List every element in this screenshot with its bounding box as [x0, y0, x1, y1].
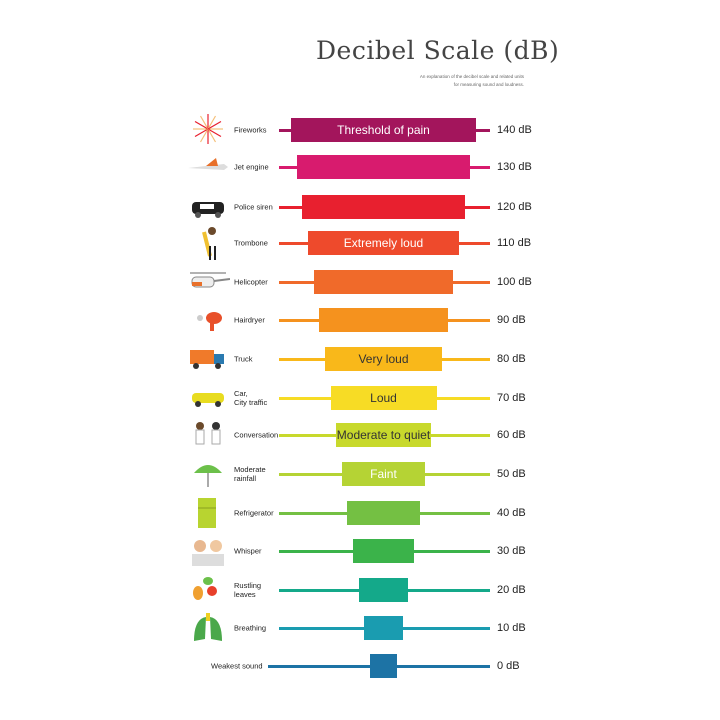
category-label: Loud — [370, 391, 397, 405]
level-bar: Moderate to quiet — [336, 423, 431, 447]
source-label: Fireworks — [234, 125, 267, 135]
scale-row: Jet engine 130 dB — [0, 152, 720, 182]
scale-row: Weakest sound 0 dB — [0, 651, 720, 681]
leaves-icon — [193, 577, 217, 600]
level-bar — [302, 195, 465, 219]
source-label: Conversation — [234, 430, 279, 440]
level-bar — [319, 308, 448, 332]
scale-row: Faint Moderate rainfall 50 dB — [0, 459, 720, 489]
category-label: Extremely loud — [343, 236, 424, 250]
source-label: Weakest sound — [211, 661, 263, 671]
level-bar: Threshold of pain — [291, 118, 476, 142]
refrigerator-icon — [198, 498, 216, 528]
scale-row: Refrigerator 40 dB — [0, 498, 720, 528]
source-label: Police siren — [234, 202, 273, 212]
scale-row: Extremely loud Trombone 110 dB — [0, 227, 720, 260]
level-bar — [364, 616, 403, 640]
db-value: 40 dB — [497, 507, 526, 519]
category-label: Threshold of pain — [337, 123, 430, 137]
scale-row: Threshold of pain Fireworks 140 dB — [0, 114, 720, 145]
scale-row: Very loud Truck 80 dB — [0, 344, 720, 374]
level-bar — [313, 270, 454, 294]
police-car-icon — [192, 202, 224, 218]
level-bar: Very loud — [324, 347, 443, 371]
category-label: Very loud — [358, 352, 409, 366]
scale-row: Breathing 10 dB — [0, 613, 720, 643]
db-value: 10 dB — [497, 622, 526, 634]
scale-row: Whisper 30 dB — [0, 536, 720, 566]
truck-icon — [190, 350, 224, 369]
source-label: Moderate rainfall — [234, 465, 266, 483]
category-label: Moderate to quiet — [336, 428, 431, 442]
whisper-icon — [192, 540, 224, 566]
db-value: 100 dB — [497, 276, 532, 288]
db-value: 20 dB — [497, 584, 526, 596]
db-value: 140 dB — [497, 124, 532, 136]
level-bar — [347, 501, 420, 525]
db-value: 90 dB — [497, 314, 526, 326]
subtitle-line-2: for measuring sound and loudness. — [453, 82, 524, 87]
trombone-player-icon — [202, 227, 216, 260]
level-bar — [296, 155, 471, 179]
scale-row: Hairdryer 90 dB — [0, 305, 720, 335]
db-value: 130 dB — [497, 161, 532, 173]
source-label: Trombone — [234, 238, 268, 248]
scale-row: Moderate to quiet Conversation 60 dB — [0, 420, 720, 450]
level-bar: Faint — [341, 462, 426, 486]
level-bar: Extremely loud — [307, 231, 460, 255]
scale-row: Helicopter 100 dB — [0, 267, 720, 297]
source-label: Jet engine — [234, 162, 269, 172]
scale-row: Loud Car, City traffic 70 dB — [0, 383, 720, 413]
source-label: Car, City traffic — [234, 389, 268, 407]
source-label: Hairdryer — [234, 315, 265, 325]
db-value: 0 dB — [497, 660, 520, 672]
helicopter-icon — [190, 272, 230, 288]
subtitle-line-1: An explanation of the decibel scale and … — [419, 74, 524, 79]
level-bar: Loud — [330, 386, 437, 410]
db-value: 120 dB — [497, 201, 532, 213]
category-label: Faint — [370, 467, 397, 481]
umbrella-rain-icon — [194, 465, 222, 487]
scale-row: Rustling leaves 20 dB — [0, 575, 720, 605]
level-bar — [370, 654, 397, 678]
lungs-icon — [194, 613, 222, 641]
db-value: 60 dB — [497, 429, 526, 441]
page-title: Decibel Scale (dB) — [316, 36, 560, 65]
db-value: 50 dB — [497, 468, 526, 480]
source-label: Breathing — [234, 623, 267, 633]
db-value: 110 dB — [497, 237, 532, 249]
level-bar — [358, 578, 409, 602]
db-value: 80 dB — [497, 353, 526, 365]
db-value: 70 dB — [497, 392, 526, 404]
conversation-icon — [195, 422, 221, 445]
level-bar — [353, 539, 414, 563]
jet-plane-icon — [188, 158, 228, 170]
db-value: 30 dB — [497, 545, 526, 557]
source-label: Helicopter — [234, 277, 268, 287]
scale-row: Police siren 120 dB — [0, 192, 720, 222]
source-label: Truck — [234, 354, 253, 364]
hairdryer-icon — [197, 312, 222, 331]
fireworks-icon — [193, 114, 223, 144]
car-icon — [192, 393, 224, 407]
source-label: Refrigerator — [234, 508, 274, 518]
source-label: Rustling leaves — [234, 581, 262, 599]
source-label: Whisper — [234, 546, 262, 556]
